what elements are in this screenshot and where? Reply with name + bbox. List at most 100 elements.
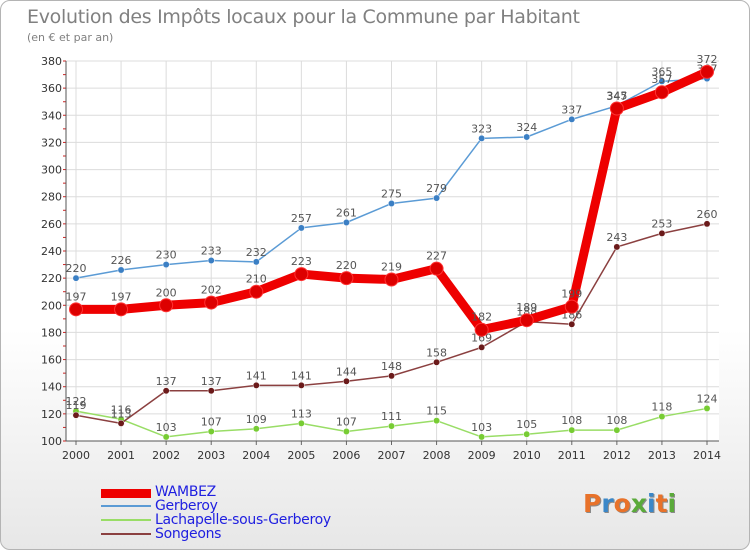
data-point-wambez	[339, 271, 354, 286]
data-point-lachapelle-sous-gerberoy	[207, 428, 215, 435]
data-point-wambez	[159, 298, 174, 313]
data-point-wambez	[294, 267, 309, 282]
data-label-songeons: 141	[246, 369, 267, 382]
data-point-gerberoy	[342, 219, 350, 226]
chart-subtitle: (en € et par an)	[27, 31, 114, 44]
data-point-songeons	[162, 387, 170, 395]
logo-letter: i	[647, 489, 656, 518]
data-label-lachapelle-sous-gerberoy: 108	[561, 414, 582, 427]
data-point-gerberoy	[523, 133, 531, 141]
data-label-wambez: 220	[336, 259, 357, 272]
data-label-gerberoy: 279	[426, 182, 447, 195]
x-tick-label: 2011	[558, 449, 586, 462]
data-label-lachapelle-sous-gerberoy: 107	[201, 416, 222, 429]
x-tick-label: 2012	[603, 449, 631, 462]
legend-swatch-songeons	[101, 533, 151, 535]
data-point-songeons	[658, 229, 666, 237]
x-tick-label: 2014	[693, 449, 721, 462]
data-point-lachapelle-sous-gerberoy	[703, 404, 711, 412]
data-point-wambez	[429, 261, 444, 276]
data-label-wambez: 197	[111, 290, 132, 303]
data-label-lachapelle-sous-gerberoy: 105	[516, 418, 537, 431]
data-point-gerberoy	[117, 266, 125, 274]
data-point-wambez	[249, 284, 264, 299]
data-point-wambez	[654, 85, 669, 100]
data-label-lachapelle-sous-gerberoy: 103	[156, 421, 177, 434]
data-label-gerberoy: 347	[606, 90, 627, 103]
data-label-songeons: 243	[606, 231, 627, 244]
data-label-lachapelle-sous-gerberoy: 118	[651, 401, 672, 414]
data-point-songeons	[117, 419, 125, 427]
data-point-wambez	[564, 299, 579, 314]
data-point-lachapelle-sous-gerberoy	[478, 433, 486, 441]
data-label-gerberoy: 323	[471, 122, 492, 135]
data-label-wambez: 223	[291, 255, 312, 268]
data-point-songeons	[478, 343, 486, 351]
logo-letter: o	[613, 489, 631, 518]
data-point-lachapelle-sous-gerberoy	[658, 413, 666, 421]
data-point-wambez	[114, 302, 129, 317]
logo-letter: t	[655, 489, 668, 518]
data-label-songeons: 169	[471, 331, 492, 344]
data-point-songeons	[207, 387, 215, 395]
data-label-gerberoy: 232	[246, 246, 267, 259]
data-point-wambez	[384, 272, 399, 287]
y-tick-label: 220	[41, 272, 62, 285]
data-label-wambez: 227	[426, 250, 447, 263]
y-tick-label: 300	[41, 164, 62, 177]
data-label-gerberoy: 220	[66, 262, 87, 275]
data-label-gerberoy: 226	[111, 254, 132, 267]
data-point-songeons	[297, 381, 305, 389]
y-tick-label: 120	[41, 408, 62, 421]
data-label-wambez: 210	[246, 273, 267, 286]
data-point-songeons	[252, 381, 260, 389]
data-label-wambez: 372	[697, 53, 718, 66]
chart-title: Evolution des Impôts locaux pour la Comm…	[27, 6, 580, 28]
data-point-gerberoy	[72, 274, 80, 282]
data-point-songeons	[72, 411, 80, 419]
y-tick-label: 260	[41, 218, 62, 231]
data-label-songeons: 253	[651, 217, 672, 230]
y-tick-label: 160	[41, 354, 62, 367]
data-point-wambez	[204, 295, 219, 310]
data-label-wambez: 182	[471, 311, 492, 324]
x-tick-label: 2009	[468, 449, 496, 462]
data-point-gerberoy	[658, 77, 666, 85]
y-tick-label: 100	[41, 435, 62, 448]
data-label-songeons: 144	[336, 365, 357, 378]
data-label-gerberoy: 324	[516, 121, 537, 134]
data-label-songeons: 141	[291, 369, 312, 382]
data-label-songeons: 119	[66, 399, 87, 412]
legend-label-songeons: Songeons	[155, 526, 222, 542]
data-point-wambez	[69, 302, 83, 317]
data-point-gerberoy	[568, 115, 576, 123]
data-label-songeons: 113	[111, 407, 132, 420]
data-point-songeons	[613, 243, 621, 251]
data-label-gerberoy: 261	[336, 207, 357, 220]
data-point-lachapelle-sous-gerberoy	[523, 430, 531, 438]
data-point-gerberoy	[478, 134, 486, 142]
logo-letter: r	[601, 489, 614, 518]
data-label-songeons: 148	[381, 360, 402, 373]
data-label-gerberoy: 275	[381, 188, 402, 201]
y-tick-label: 280	[41, 191, 62, 204]
data-point-songeons	[568, 320, 576, 328]
data-point-gerberoy	[252, 258, 260, 266]
y-tick-label: 320	[41, 136, 62, 149]
y-tick-label: 340	[41, 109, 62, 122]
data-label-wambez: 189	[516, 301, 537, 314]
data-label-lachapelle-sous-gerberoy: 124	[697, 392, 718, 405]
legend-swatch-wambez	[101, 489, 151, 498]
data-label-wambez: 357	[651, 73, 672, 86]
data-label-songeons: 158	[426, 346, 447, 359]
data-point-gerberoy	[207, 257, 215, 264]
proxiti-logo: Proxiti	[583, 489, 676, 518]
data-point-lachapelle-sous-gerberoy	[388, 422, 395, 430]
data-point-songeons	[433, 358, 441, 366]
data-label-wambez: 197	[66, 290, 87, 303]
data-label-gerberoy: 233	[201, 245, 222, 258]
data-point-wambez	[700, 64, 714, 79]
data-label-lachapelle-sous-gerberoy: 109	[246, 413, 267, 426]
